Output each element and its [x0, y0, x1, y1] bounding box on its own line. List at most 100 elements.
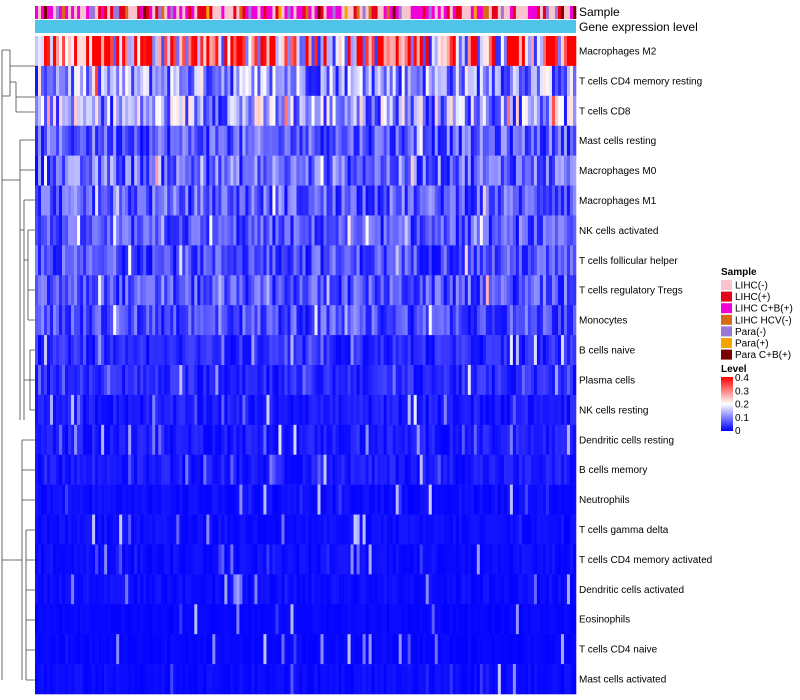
heatmap-cell [161, 215, 165, 246]
heatmap-cell [281, 245, 285, 276]
heatmap-cell [290, 574, 294, 605]
heatmap-cell [71, 365, 75, 396]
heatmap-cell [203, 125, 207, 156]
heatmap-cell [494, 514, 499, 545]
heatmap-cell [95, 335, 99, 366]
heatmap-cell [68, 335, 72, 366]
heatmap-cell [260, 424, 264, 456]
heatmap-cell [353, 275, 357, 306]
heatmap-cell [167, 245, 171, 276]
heatmap-cell [419, 335, 424, 366]
heatmap-cell [467, 574, 472, 605]
heatmap-cell [398, 215, 402, 246]
heatmap-cell [557, 305, 562, 336]
heatmap-cell [485, 335, 490, 366]
heatmap-cell [530, 604, 535, 635]
heatmap-cell [479, 185, 484, 216]
heatmap-cell [92, 394, 96, 426]
heatmap-cell [548, 365, 553, 396]
heatmap-cell [347, 634, 351, 665]
heatmap-cell [434, 215, 439, 246]
heatmap-cell [317, 394, 321, 426]
heatmap-cell [293, 514, 297, 545]
heatmap-cell [227, 335, 231, 366]
heatmap-cell [86, 125, 90, 156]
heatmap-cell [371, 604, 375, 635]
heatmap-cell [83, 634, 87, 665]
heatmap-cell [392, 544, 396, 575]
heatmap-cell [236, 245, 240, 276]
heatmap-cell [539, 574, 544, 605]
heatmap-cell [290, 634, 294, 665]
heatmap-cell [38, 305, 42, 336]
heatmap-cell [416, 125, 421, 156]
heatmap-cell [176, 95, 180, 127]
heatmap-cell [83, 36, 87, 67]
heatmap-cell [302, 95, 306, 127]
heatmap-cell [53, 95, 57, 127]
heatmap-row [35, 275, 577, 306]
heatmap-cell [455, 95, 460, 127]
heatmap-cell [425, 155, 430, 186]
heatmap-cell [515, 65, 520, 97]
heatmap-cell [461, 424, 466, 456]
heatmap-cell [401, 544, 405, 575]
heatmap-cell [542, 36, 547, 67]
heatmap-cell [425, 365, 430, 396]
heatmap-cell [176, 185, 180, 216]
heatmap-cell [539, 544, 544, 575]
heatmap-cell [449, 305, 454, 336]
heatmap-cell [215, 634, 219, 665]
heatmap-cell [227, 95, 231, 127]
heatmap-cell [104, 305, 108, 336]
heatmap-cell [92, 125, 96, 156]
heatmap-cell [113, 574, 117, 605]
heatmap-cell [407, 365, 411, 396]
heatmap-cell [482, 155, 487, 186]
heatmap-cell [320, 634, 324, 665]
heatmap-cell [473, 245, 478, 276]
heatmap-cell [371, 394, 375, 426]
heatmap-cell [65, 215, 69, 246]
heatmap-row [35, 634, 577, 665]
sample-annotation-cell [290, 6, 294, 19]
heatmap-cell [395, 544, 399, 575]
heatmap-cell [146, 65, 150, 97]
heatmap-cell [68, 664, 72, 695]
heatmap-cell [509, 574, 514, 605]
heatmap-cell [203, 305, 207, 336]
heatmap-cell [221, 634, 225, 665]
heatmap-cell [77, 155, 81, 186]
heatmap-cell [125, 454, 129, 485]
heatmap-cell [515, 275, 520, 306]
sample-annotation-cell [407, 6, 411, 19]
heatmap-cell [554, 574, 559, 605]
heatmap-cell [95, 394, 99, 426]
heatmap-cell [356, 335, 360, 366]
heatmap-cell [407, 125, 411, 156]
heatmap-cell [389, 185, 393, 216]
heatmap-cell [230, 215, 234, 246]
heatmap-cell [449, 335, 454, 366]
heatmap-cell [74, 185, 78, 216]
heatmap-cell [185, 484, 189, 515]
sample-annotation-cell [80, 6, 84, 19]
heatmap-cell [320, 245, 324, 276]
heatmap-cell [527, 155, 532, 186]
heatmap-cell [428, 305, 433, 336]
heatmap-cell [545, 664, 550, 695]
heatmap-cell [398, 424, 402, 456]
heatmap-cell [152, 424, 156, 456]
heatmap-cell [80, 245, 84, 276]
sample-annotation-cell [167, 6, 171, 19]
heatmap-cell [254, 574, 258, 605]
heatmap-cell [194, 544, 198, 575]
heatmap-cell [572, 185, 577, 216]
heatmap-cell [434, 574, 439, 605]
heatmap-cell [191, 604, 195, 635]
heatmap-cell [500, 125, 505, 156]
heatmap-cell [38, 454, 42, 485]
heatmap-cell [251, 95, 255, 127]
heatmap-cell [563, 185, 568, 216]
heatmap-cell [53, 454, 57, 485]
